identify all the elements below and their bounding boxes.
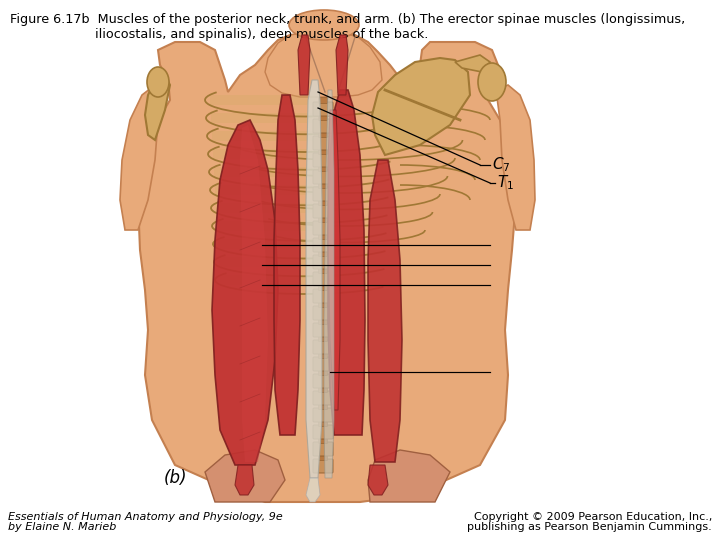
FancyBboxPatch shape <box>318 335 328 341</box>
Text: Essentials of Human Anatomy and Physiology, 9e: Essentials of Human Anatomy and Physiolo… <box>8 512 283 522</box>
Polygon shape <box>220 275 315 285</box>
Polygon shape <box>240 125 268 462</box>
Ellipse shape <box>147 67 169 97</box>
Polygon shape <box>219 257 315 267</box>
Polygon shape <box>205 450 285 502</box>
FancyBboxPatch shape <box>318 455 328 461</box>
Text: $T_1$: $T_1$ <box>497 174 514 192</box>
Polygon shape <box>265 32 382 97</box>
FancyBboxPatch shape <box>318 267 328 273</box>
FancyBboxPatch shape <box>318 387 328 393</box>
FancyBboxPatch shape <box>313 170 333 184</box>
Polygon shape <box>324 90 334 478</box>
FancyBboxPatch shape <box>318 165 328 172</box>
Polygon shape <box>212 131 315 141</box>
FancyBboxPatch shape <box>313 425 333 439</box>
FancyBboxPatch shape <box>318 98 328 104</box>
Polygon shape <box>368 465 388 495</box>
Polygon shape <box>120 85 165 230</box>
Polygon shape <box>212 120 278 465</box>
FancyBboxPatch shape <box>313 119 333 133</box>
FancyBboxPatch shape <box>318 233 328 240</box>
FancyBboxPatch shape <box>318 301 328 307</box>
FancyBboxPatch shape <box>318 285 328 291</box>
Polygon shape <box>306 80 322 478</box>
Ellipse shape <box>478 63 506 101</box>
Polygon shape <box>368 450 450 502</box>
FancyBboxPatch shape <box>318 199 328 206</box>
FancyBboxPatch shape <box>313 238 333 252</box>
FancyBboxPatch shape <box>313 136 333 150</box>
FancyBboxPatch shape <box>318 114 328 120</box>
FancyBboxPatch shape <box>313 306 333 320</box>
FancyBboxPatch shape <box>313 391 333 405</box>
FancyBboxPatch shape <box>318 132 328 138</box>
Polygon shape <box>274 95 300 435</box>
FancyBboxPatch shape <box>318 403 328 409</box>
Polygon shape <box>328 110 340 410</box>
FancyBboxPatch shape <box>318 421 328 427</box>
Text: iliocostalis, and spinalis), deep muscles of the back.: iliocostalis, and spinalis), deep muscle… <box>95 28 428 41</box>
Polygon shape <box>217 221 315 231</box>
Polygon shape <box>218 239 315 249</box>
Text: Copyright © 2009 Pearson Education, Inc.,: Copyright © 2009 Pearson Education, Inc.… <box>474 512 712 522</box>
FancyBboxPatch shape <box>318 319 328 325</box>
FancyBboxPatch shape <box>313 221 333 235</box>
Polygon shape <box>368 160 402 462</box>
Ellipse shape <box>289 10 359 40</box>
Polygon shape <box>496 85 535 230</box>
FancyBboxPatch shape <box>318 148 328 154</box>
FancyBboxPatch shape <box>313 204 333 218</box>
Polygon shape <box>455 55 490 72</box>
FancyBboxPatch shape <box>313 357 333 371</box>
Polygon shape <box>298 35 310 95</box>
FancyBboxPatch shape <box>313 340 333 354</box>
Polygon shape <box>214 167 315 177</box>
Polygon shape <box>328 90 365 435</box>
Polygon shape <box>211 113 315 123</box>
Polygon shape <box>336 35 348 95</box>
Polygon shape <box>138 33 516 502</box>
Text: publishing as Pearson Benjamin Cummings.: publishing as Pearson Benjamin Cummings. <box>467 522 712 532</box>
FancyBboxPatch shape <box>313 102 333 116</box>
Polygon shape <box>235 465 254 495</box>
Polygon shape <box>372 58 470 155</box>
Polygon shape <box>145 75 170 140</box>
Polygon shape <box>210 95 315 105</box>
FancyBboxPatch shape <box>313 459 333 473</box>
Polygon shape <box>216 203 315 213</box>
FancyBboxPatch shape <box>318 183 328 188</box>
FancyBboxPatch shape <box>313 289 333 303</box>
FancyBboxPatch shape <box>313 408 333 422</box>
Polygon shape <box>215 185 315 195</box>
FancyBboxPatch shape <box>313 442 333 456</box>
Text: (b): (b) <box>163 469 186 487</box>
FancyBboxPatch shape <box>318 369 328 375</box>
Text: Figure 6.17b  Muscles of the posterior neck, trunk, and arm. (b) The erector spi: Figure 6.17b Muscles of the posterior ne… <box>10 13 685 26</box>
FancyBboxPatch shape <box>313 374 333 388</box>
FancyBboxPatch shape <box>318 437 328 443</box>
Polygon shape <box>306 478 320 502</box>
FancyBboxPatch shape <box>313 255 333 269</box>
Polygon shape <box>213 149 315 159</box>
FancyBboxPatch shape <box>318 217 328 222</box>
FancyBboxPatch shape <box>313 187 333 201</box>
Text: $C_7$: $C_7$ <box>492 156 510 174</box>
FancyBboxPatch shape <box>313 323 333 337</box>
Text: by Elaine N. Marieb: by Elaine N. Marieb <box>8 522 117 532</box>
FancyBboxPatch shape <box>318 353 328 359</box>
FancyBboxPatch shape <box>318 251 328 256</box>
FancyBboxPatch shape <box>313 153 333 167</box>
FancyBboxPatch shape <box>313 272 333 286</box>
